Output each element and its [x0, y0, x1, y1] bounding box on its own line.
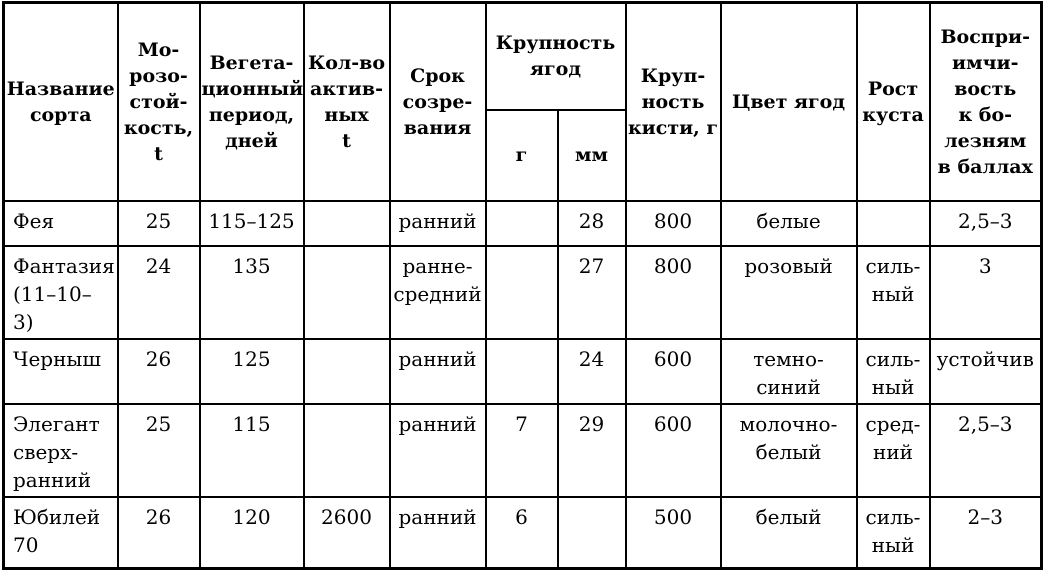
cell-berry-grams [484, 244, 559, 340]
header-variety-name: Название сорта [2, 1, 119, 202]
cell-cluster: 600 [624, 402, 722, 498]
table-header: Название сорта Мо- розо- стой- кость, t … [2, 1, 1043, 202]
cell-variety-name: Черныш [2, 337, 119, 405]
cell-berry-mm [556, 495, 627, 570]
cell-berry-mm: 29 [556, 402, 627, 498]
cell-frost: 26 [116, 495, 201, 570]
cell-active-temps [302, 244, 391, 340]
header-berry-size-grams: г [484, 108, 559, 202]
cell-variety-name: Юбилей 70 [2, 495, 119, 570]
cell-active-temps: 2600 [302, 495, 391, 570]
cell-variety-name: Фея [2, 199, 119, 247]
cell-frost: 25 [116, 199, 201, 247]
cell-color: темно- синий [719, 337, 858, 405]
cell-variety-name: Элегант сверх- ранний [2, 402, 119, 498]
cell-disease: 2,5–3 [928, 199, 1043, 247]
header-berry-size: Крупность ягод [484, 1, 627, 111]
cell-color: розовый [719, 244, 858, 340]
header-frost-resistance: Мо- розо- стой- кость, t [116, 1, 201, 202]
cell-cluster: 500 [624, 495, 722, 570]
cell-vegetation: 120 [198, 495, 305, 570]
cell-frost: 26 [116, 337, 201, 405]
cell-growth [855, 199, 931, 247]
header-vegetation-period: Вегета- ционный период, дней [198, 1, 305, 202]
cell-ripening: ранний [388, 495, 487, 570]
cell-growth: силь- ный [855, 244, 931, 340]
cell-vegetation: 135 [198, 244, 305, 340]
cell-berry-mm: 24 [556, 337, 627, 405]
cell-growth: сред- ний [855, 402, 931, 498]
cell-ripening: ранний [388, 337, 487, 405]
cell-color: белые [719, 199, 858, 247]
header-cluster-size: Круп- ность кисти, г [624, 1, 722, 202]
table-row: Фантазия (11–10– 3) 24 135 ранне- средни… [2, 244, 1043, 340]
cell-ripening: ранний [388, 199, 487, 247]
cell-cluster: 800 [624, 199, 722, 247]
cell-vegetation: 125 [198, 337, 305, 405]
cell-vegetation: 115 [198, 402, 305, 498]
table-row: Фея 25 115–125 ранний 28 800 белые 2,5–3 [2, 199, 1043, 247]
header-ripening-time: Срок созре- вания [388, 1, 487, 202]
cell-variety-name: Фантазия (11–10– 3) [2, 244, 119, 340]
cell-vegetation: 115–125 [198, 199, 305, 247]
cell-color: молочно- белый [719, 402, 858, 498]
cell-growth: силь- ный [855, 495, 931, 570]
header-bush-growth: Рост куста [855, 1, 931, 202]
cell-berry-mm: 28 [556, 199, 627, 247]
cell-berry-grams: 7 [484, 402, 559, 498]
cell-growth: силь- ный [855, 337, 931, 405]
cell-berry-mm: 27 [556, 244, 627, 340]
cell-color: белый [719, 495, 858, 570]
cell-berry-grams: 6 [484, 495, 559, 570]
cell-berry-grams [484, 199, 559, 247]
cell-disease: 2–3 [928, 495, 1043, 570]
cell-active-temps [302, 337, 391, 405]
header-disease-susceptibility: Воспри- имчи- вость к бо- лезням в балла… [928, 1, 1043, 202]
header-berry-color: Цвет ягод [719, 1, 858, 202]
table-row: Черныш 26 125 ранний 24 600 темно- синий… [2, 337, 1043, 405]
cell-cluster: 600 [624, 337, 722, 405]
cell-disease: устойчив [928, 337, 1043, 405]
cell-ripening: ранний [388, 402, 487, 498]
table-row: Элегант сверх- ранний 25 115 ранний 7 29… [2, 402, 1043, 498]
header-active-temps: Кол-во актив- ных t [302, 1, 391, 202]
table-body: Фея 25 115–125 ранний 28 800 белые 2,5–3… [2, 199, 1043, 570]
cell-berry-grams [484, 337, 559, 405]
table-row: Юбилей 70 26 120 2600 ранний 6 500 белый… [2, 495, 1043, 570]
cell-frost: 24 [116, 244, 201, 340]
cell-ripening: ранне- средний [388, 244, 487, 340]
cell-active-temps [302, 199, 391, 247]
header-berry-size-mm: мм [556, 108, 627, 202]
cell-cluster: 800 [624, 244, 722, 340]
cell-disease: 3 [928, 244, 1043, 340]
cell-disease: 2,5–3 [928, 402, 1043, 498]
cell-frost: 25 [116, 402, 201, 498]
cell-active-temps [302, 402, 391, 498]
